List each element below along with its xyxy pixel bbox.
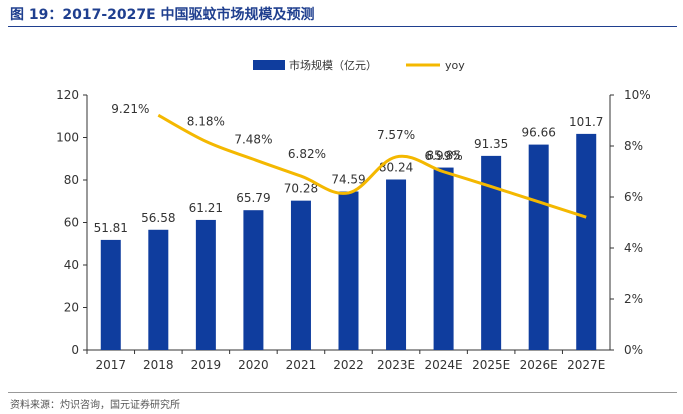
- source-note: 资料来源：灼识咨询，国元证券研究所: [10, 400, 180, 411]
- source-divider: [8, 392, 677, 393]
- x-axis-tick-label: 2021: [286, 358, 317, 372]
- x-axis-tick-label: 2017: [95, 358, 126, 372]
- bar-value-label: 74.59: [331, 172, 365, 186]
- bar-2025E: [481, 155, 502, 350]
- x-axis-tick-label: 2026E: [520, 358, 558, 372]
- left-axis-tick-label: 40: [64, 258, 79, 272]
- right-axis-tick-label: 8%: [624, 139, 643, 153]
- bar-value-label: 101.7: [569, 115, 603, 129]
- x-axis-tick-label: 2023E: [377, 358, 415, 372]
- bar-value-label: 51.81: [94, 221, 128, 235]
- left-axis-tick-label: 100: [56, 131, 79, 145]
- bar-2024E: [433, 167, 454, 350]
- title-divider: [8, 26, 677, 27]
- x-axis-tick-label: 2025E: [472, 358, 510, 372]
- left-axis-tick-label: 120: [56, 88, 79, 102]
- left-axis-tick-label: 0: [71, 343, 79, 357]
- bar-2022: [338, 191, 359, 350]
- bar-value-label: 80.24: [379, 160, 413, 174]
- left-axis-tick-label: 80: [64, 173, 79, 187]
- bar-2019: [195, 219, 216, 350]
- bar-value-label: 91.35: [474, 137, 508, 151]
- x-axis-tick-label: 2020: [238, 358, 269, 372]
- right-axis-tick-label: 6%: [624, 190, 643, 204]
- yoy-value-label: 8.18%: [187, 114, 225, 128]
- bar-2026E: [528, 144, 549, 350]
- bar-2017: [100, 239, 121, 350]
- x-axis-tick-label: 2018: [143, 358, 174, 372]
- bar-value-label: 96.66: [522, 126, 556, 140]
- bar-value-label: 61.21: [189, 201, 223, 215]
- yoy-value-label: 6.82%: [288, 147, 326, 161]
- right-axis-tick-label: 0%: [624, 343, 643, 357]
- right-axis-tick-label: 10%: [624, 88, 651, 102]
- bar-2018: [148, 229, 169, 350]
- right-axis-tick-label: 2%: [624, 292, 643, 306]
- yoy-value-label: 7.57%: [377, 128, 415, 142]
- x-axis-tick-label: 2024E: [425, 358, 463, 372]
- yoy-value-label: 7.48%: [234, 132, 272, 146]
- bar-2021: [290, 200, 311, 350]
- bar-2027E: [576, 133, 597, 350]
- bar-value-label: 65.79: [236, 191, 270, 205]
- x-axis-tick-label: 2022: [333, 358, 364, 372]
- yoy-value-label: 6.99%: [425, 149, 463, 163]
- right-axis-tick-label: 4%: [624, 241, 643, 255]
- left-axis-tick-label: 60: [64, 216, 79, 230]
- left-axis-tick-label: 20: [64, 301, 79, 315]
- yoy-value-label: 9.21%: [111, 102, 149, 116]
- bar-value-label: 70.28: [284, 182, 318, 196]
- legend-bar-label: 市场规模（亿元）: [289, 58, 377, 72]
- yoy-line: [157, 113, 587, 219]
- legend-line-label: yoy: [445, 59, 465, 72]
- x-axis-tick-label: 2019: [191, 358, 222, 372]
- legend-bar-swatch: [253, 60, 285, 70]
- bar-2020: [243, 210, 264, 350]
- x-axis-tick-label: 2027E: [567, 358, 605, 372]
- bar-value-label: 56.58: [141, 211, 175, 225]
- bar-2023E: [386, 179, 407, 350]
- bar-value-label: 85.85: [426, 149, 460, 163]
- figure-title: 图 19：2017-2027E 中国驱蚊市场规模及预测: [10, 7, 315, 23]
